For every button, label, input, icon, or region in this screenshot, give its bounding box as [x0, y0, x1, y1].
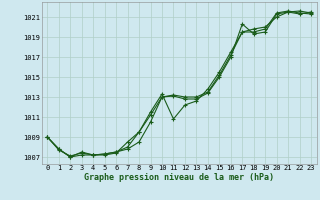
X-axis label: Graphe pression niveau de la mer (hPa): Graphe pression niveau de la mer (hPa) [84, 173, 274, 182]
